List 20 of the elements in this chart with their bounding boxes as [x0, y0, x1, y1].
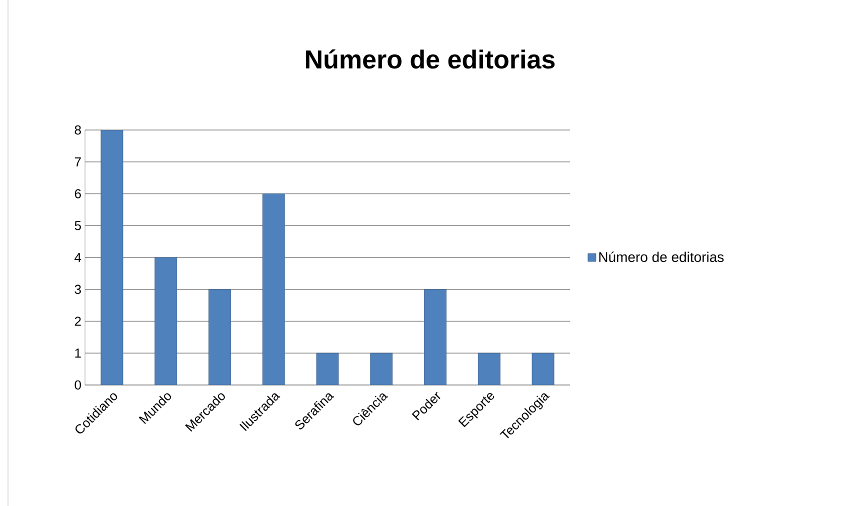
legend-label: Número de editorias — [599, 252, 724, 262]
bar — [262, 194, 285, 385]
y-tick-label: 7 — [74, 157, 81, 166]
y-tick-label: 3 — [74, 284, 81, 294]
bar — [208, 289, 231, 385]
bar — [478, 352, 500, 385]
y-tick-label: 4 — [74, 253, 82, 262]
bar — [370, 352, 393, 385]
bar — [100, 130, 124, 385]
chart-title: Número de editorias — [306, 49, 555, 69]
y-tick-label: 6 — [74, 189, 81, 198]
y-tick-label: 5 — [74, 221, 81, 230]
bar — [154, 257, 178, 385]
y-tick-label: 1 — [75, 348, 81, 358]
bar — [532, 352, 554, 385]
y-tick-label: 2 — [74, 316, 81, 326]
bar — [316, 352, 339, 385]
y-tick-label: 0 — [74, 380, 81, 390]
y-tick-label: 8 — [74, 125, 81, 135]
bar — [424, 289, 446, 385]
